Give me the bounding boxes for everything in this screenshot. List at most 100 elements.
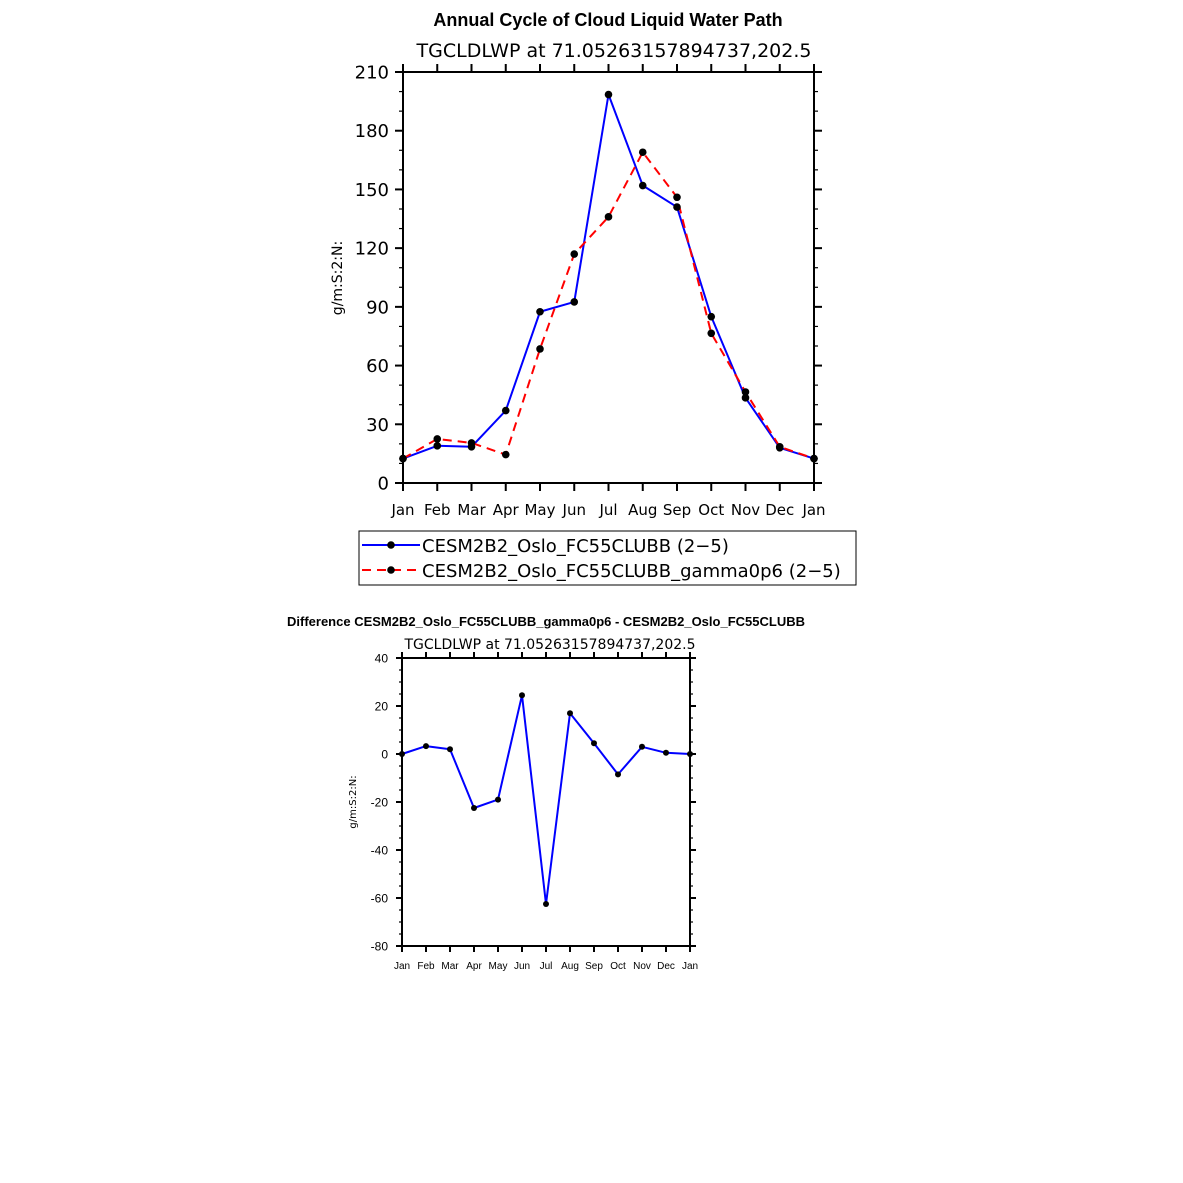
x-tick-label: Jun	[562, 501, 586, 519]
chart2-x-tick-labels: Jan Feb Mar Apr May Jun Jul Aug Sep Oct Nov Dec Jan	[394, 961, 698, 972]
data-point-series-1	[471, 805, 477, 811]
y-tick-label: 180	[355, 121, 389, 142]
x-tick-label: Jan	[682, 961, 698, 972]
chart1-subtitle: TGCLDLWP at 71.05263157894737,202.5	[416, 40, 812, 62]
x-tick-label: Aug	[628, 501, 657, 519]
chart1-x-tick-labels: Jan Feb Mar Apr May Jun Jul Aug Sep Oct Nov Dec Jan	[390, 501, 825, 519]
x-tick-label: Sep	[585, 961, 603, 972]
x-tick-label: Jun	[514, 961, 530, 972]
chart1-y-tick-labels: 0 30 60 90 120 150 180 210	[355, 62, 389, 494]
data-point-series-2	[638, 148, 647, 157]
data-point-series-1	[570, 298, 579, 306]
data-point-series-1	[604, 90, 613, 99]
data-point-series-1	[615, 771, 621, 778]
x-tick-label: Apr	[466, 961, 482, 972]
x-tick-label: Feb	[417, 961, 435, 972]
y-tick-label: 0	[381, 747, 388, 761]
x-tick-label: Sep	[663, 501, 691, 519]
y-tick-label: -80	[371, 939, 389, 953]
x-tick-label: Dec	[657, 961, 675, 972]
data-point-series-1	[687, 751, 693, 757]
data-point-series-1	[501, 406, 510, 415]
data-point-series-2	[810, 454, 818, 463]
chart1-series	[399, 90, 818, 463]
chart1-ticks	[395, 64, 822, 491]
x-tick-label: May	[524, 501, 555, 519]
y-tick-label: 210	[355, 62, 389, 83]
y-tick-label: 90	[366, 297, 389, 318]
data-point-series-1	[741, 394, 750, 402]
y-tick-label: -40	[371, 843, 389, 857]
y-tick-label: 150	[355, 180, 389, 201]
data-point-series-1	[591, 740, 597, 747]
chart1-ylabel: g/m:S:2:N:	[330, 241, 346, 315]
x-tick-label: Nov	[633, 961, 651, 972]
x-tick-label: Oct	[610, 961, 626, 972]
y-tick-label: 30	[366, 415, 389, 436]
y-tick-label: 60	[366, 356, 389, 377]
data-point-series-1	[399, 751, 405, 757]
data-point-series-2	[433, 435, 442, 443]
y-tick-label: -20	[371, 795, 389, 809]
data-point-series-2	[570, 250, 579, 258]
data-point-series-1	[567, 710, 573, 717]
chart1-plot-frame	[402, 71, 815, 484]
legend-marker-series-1	[387, 541, 395, 549]
chart2-ticks	[396, 652, 696, 952]
x-tick-label: May	[489, 961, 508, 972]
data-point-series-1	[447, 746, 453, 753]
data-point-series-2	[536, 345, 544, 353]
data-point-series-1	[639, 743, 645, 750]
data-point-series-2	[467, 439, 476, 447]
x-tick-label: Aug	[561, 961, 579, 972]
data-point-series-1	[423, 743, 429, 750]
data-point-series-1	[519, 692, 525, 699]
chart1-legend: CESM2B2_Oslo_FC55CLUBB (2−5) CESM2B2_Osl…	[358, 530, 857, 586]
x-tick-label: Jan	[801, 501, 825, 519]
legend-label-series-1: CESM2B2_Oslo_FC55CLUBB (2−5)	[422, 536, 729, 557]
x-tick-label: Mar	[441, 961, 459, 972]
annual-cycle-chart: Annual Cycle of Cloud Liquid Water Path …	[330, 10, 826, 519]
data-point-series-1	[663, 749, 669, 756]
chart2-subtitle: TGCLDLWP at 71.05263157894737,202.5	[403, 637, 695, 653]
data-point-series-1	[433, 442, 442, 450]
data-point-series-1	[495, 796, 501, 803]
chart2-series	[399, 692, 693, 907]
x-tick-label: Jul	[598, 501, 617, 519]
data-point-series-2	[775, 442, 784, 451]
chart2-ylabel: g/m:S:2:N:	[348, 775, 359, 828]
y-tick-label: 0	[378, 473, 389, 494]
x-tick-label: Oct	[698, 501, 724, 519]
x-tick-label: Feb	[424, 501, 451, 519]
data-point-series-2	[501, 450, 510, 459]
chart2-y-tick-labels: -80 -60 -40 -20 0 20 40	[371, 651, 389, 953]
data-point-series-1	[638, 181, 647, 190]
x-tick-label: Dec	[765, 501, 794, 519]
x-tick-label: Apr	[493, 501, 520, 519]
difference-chart: Difference CESM2B2_Oslo_FC55CLUBB_gamma0…	[287, 614, 805, 972]
y-tick-label: 40	[375, 651, 389, 665]
data-point-series-2	[399, 454, 407, 463]
data-point-series-1	[543, 901, 549, 907]
y-tick-label: 120	[355, 239, 389, 260]
y-tick-label: 20	[375, 699, 389, 713]
data-point-series-2	[741, 388, 750, 396]
data-point-series-2	[707, 329, 716, 338]
x-tick-label: Mar	[457, 501, 486, 519]
legend-frame	[358, 530, 857, 586]
data-point-series-1	[673, 203, 681, 211]
data-point-series-1	[536, 307, 544, 316]
data-point-series-2	[673, 193, 681, 202]
series-line-1	[401, 694, 691, 905]
legend-label-series-2: CESM2B2_Oslo_FC55CLUBB_gamma0p6 (2−5)	[422, 561, 841, 582]
data-point-series-1	[707, 312, 716, 321]
data-point-series-2	[604, 213, 613, 221]
series-line-2	[402, 151, 815, 460]
x-tick-label: Jan	[390, 501, 414, 519]
x-tick-label: Jan	[394, 961, 410, 972]
y-tick-label: -60	[371, 891, 389, 905]
chart2-title: Difference CESM2B2_Oslo_FC55CLUBB_gamma0…	[287, 614, 805, 629]
chart1-title: Annual Cycle of Cloud Liquid Water Path	[433, 10, 782, 30]
x-tick-label: Nov	[731, 501, 760, 519]
